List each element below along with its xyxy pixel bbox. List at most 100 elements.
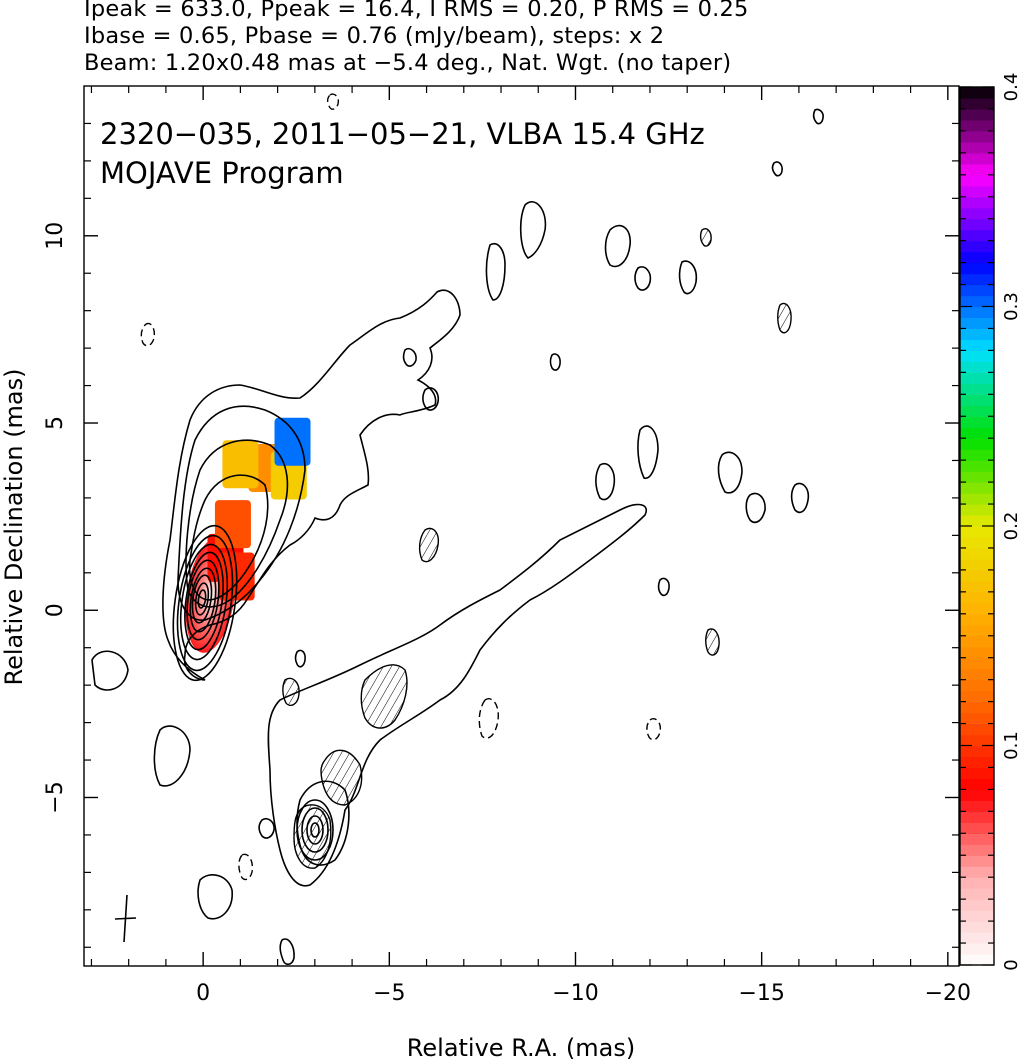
colorbar-step (960, 273, 994, 286)
hatched-region-1 (360, 664, 408, 729)
chart-title: 2320−035, 2011−05−21, VLBA 15.4 GHz (100, 117, 705, 151)
blob-bottom-1 (197, 874, 233, 920)
colorbar-step (960, 383, 994, 395)
colorbar-step (960, 218, 994, 231)
colorbar-step (960, 756, 994, 769)
colorbar-step (960, 921, 994, 933)
hatched-region-6 (777, 302, 792, 334)
colorbar-step (960, 899, 994, 911)
y-tick-label: −5 (43, 781, 68, 813)
colorbar-step (960, 119, 994, 132)
colorbar (960, 87, 994, 966)
core-contour-2 (176, 534, 234, 672)
colorbar-step (960, 471, 994, 483)
colorbar-step (960, 723, 994, 736)
colorbar-step (960, 866, 994, 878)
colorbar-step (960, 646, 994, 659)
blob-right-10 (812, 108, 824, 125)
colorbar-step (960, 504, 994, 516)
blob-right-3 (745, 492, 766, 524)
colorbar-step (960, 306, 994, 319)
mid-contour-1 (177, 405, 306, 621)
hatched-region-7 (705, 628, 720, 656)
blob-top-2 (604, 224, 631, 268)
colorbar-step (960, 196, 994, 209)
colorbar-step (960, 888, 994, 900)
colorbar-step (960, 174, 994, 187)
core-contour-4 (184, 551, 224, 651)
blob-right-9 (771, 161, 783, 177)
header-line-3: Beam: 1.20x0.48 mas at −5.4 deg., Nat. W… (84, 50, 732, 76)
hatched-region-2 (320, 749, 363, 806)
colorbar-step (960, 547, 994, 560)
colorbar-step (960, 690, 994, 703)
y-axis-label: Relative Declination (mas) (0, 368, 28, 685)
blob-right-2 (717, 451, 743, 494)
minor-ticks (84, 86, 959, 966)
colorbar-step (960, 778, 994, 790)
header-line-1: Ipeak = 633.0, Ppeak = 16.4, I RMS = 0.2… (84, 0, 749, 22)
colorbar-step (960, 438, 994, 450)
core-contour-5 (186, 559, 220, 641)
colorbar-step (960, 833, 994, 845)
colorbar-step (960, 141, 994, 154)
neg-contour-5 (326, 93, 340, 110)
colorbar-step (960, 701, 994, 714)
colorbar-ticks (960, 86, 994, 966)
neg-contour-3 (646, 718, 662, 741)
colorbar-step (960, 350, 994, 362)
blob-low-1 (258, 817, 275, 839)
x-tick-label: −10 (552, 981, 598, 1006)
colorbar-step (960, 372, 994, 384)
colorbar-step (960, 712, 994, 725)
colorbar-tick-labels: 0 0.1 0.2 0.3 0.4 (1001, 73, 1022, 971)
colorbar-step (960, 602, 994, 615)
colorbar-tick-label: 0.4 (1001, 73, 1022, 102)
blob-right-8 (657, 577, 670, 597)
mid-contour-2 (185, 439, 289, 608)
beam-minor-axis (114, 917, 137, 920)
southern-outer-contour (267, 503, 647, 887)
colorbar-step (960, 811, 994, 823)
blob-right-6 (678, 260, 698, 295)
y-tick-label: 0 (43, 603, 68, 617)
colorbar-step (960, 954, 994, 966)
colorbar-step (960, 262, 994, 275)
colorbar-step (960, 789, 994, 801)
colorbar-step (960, 767, 994, 780)
core-contour-3 (179, 543, 229, 661)
colorbar-step (960, 130, 994, 143)
colorbar-step (960, 460, 994, 472)
beam-marker (114, 894, 137, 943)
y-tick-label: 5 (43, 416, 68, 430)
colorbar-step (960, 668, 994, 681)
negative-contours (140, 93, 662, 881)
colorbar-step (960, 844, 994, 856)
colorbar-tick-label: 0.3 (1001, 292, 1022, 321)
blob-right-7 (634, 266, 652, 291)
major-ticks (84, 86, 959, 966)
colorbar-step (960, 229, 994, 242)
y-tick-label: 10 (43, 222, 68, 250)
neg-contour-1 (140, 322, 156, 347)
colorbar-step (960, 185, 994, 198)
colorbar-step (960, 163, 994, 176)
colorbar-step (960, 427, 994, 439)
colorbar-step (960, 108, 994, 121)
colorbar-step (960, 657, 994, 670)
header-line-2: Ibase = 0.65, Pbase = 0.76 (mJy/beam), s… (84, 23, 665, 49)
colorbar-tick-label: 0.1 (1001, 731, 1022, 760)
blob-center-1 (422, 387, 440, 411)
intensity-contours (91, 108, 824, 966)
blob-center-2 (402, 347, 417, 367)
colorbar-step (960, 449, 994, 461)
polarization-patch (222, 440, 259, 489)
blob-right-4 (790, 482, 810, 514)
polarization-patch (214, 500, 251, 549)
colorbar-step (960, 207, 994, 220)
colorbar-step (960, 679, 994, 692)
x-tick-label: −5 (373, 981, 405, 1006)
colorbar-step (960, 569, 994, 582)
colorbar-step (960, 613, 994, 626)
x-tick-label: −20 (925, 981, 971, 1006)
